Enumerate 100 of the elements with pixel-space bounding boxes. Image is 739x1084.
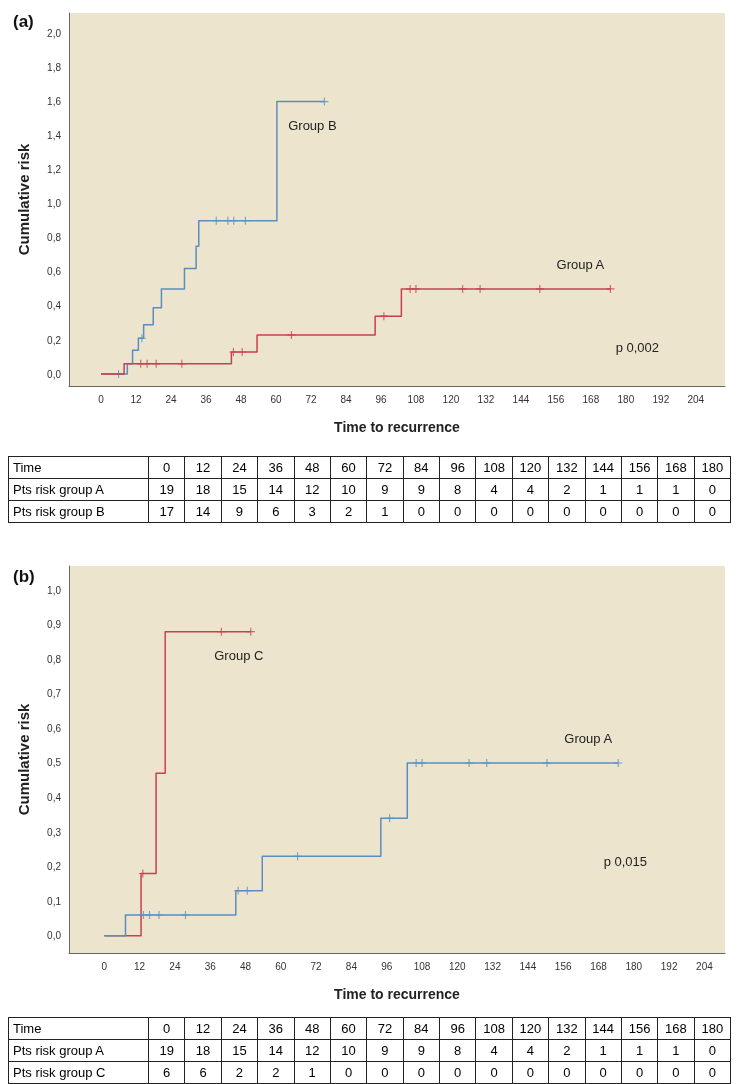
annotation: p 0,015 bbox=[603, 854, 647, 869]
x-tick-label: 24 bbox=[169, 960, 181, 972]
data-label: 4 bbox=[475, 1039, 513, 1062]
x-tick-label: 132 bbox=[548, 1017, 585, 1040]
data-label: 17 bbox=[148, 500, 185, 523]
x-tick-label: 108 bbox=[407, 393, 425, 405]
x-tick-label: 132 bbox=[548, 456, 585, 479]
y-tick-label: 0,6 bbox=[47, 722, 62, 734]
annotation: p 0,002 bbox=[615, 340, 659, 355]
data-label: 4 bbox=[475, 478, 513, 501]
x-tick-label: 120 bbox=[448, 960, 467, 972]
x-tick-label: 48 bbox=[294, 1017, 331, 1040]
series-label: Group A bbox=[564, 731, 613, 747]
data-label: 12 bbox=[294, 478, 331, 501]
x-tick-label: 156 bbox=[621, 1017, 658, 1040]
x-tick-label: 168 bbox=[590, 960, 608, 972]
y-tick-label: 0,8 bbox=[47, 232, 62, 244]
x-tick-label: 36 bbox=[200, 393, 213, 405]
data-label: 14 bbox=[184, 500, 222, 523]
x-tick-label: 180 bbox=[694, 456, 731, 479]
data-label: 0 bbox=[439, 500, 476, 523]
x-tick-label: 108 bbox=[413, 960, 431, 972]
data-label: 0 bbox=[403, 1061, 440, 1084]
data-label: 0 bbox=[621, 500, 658, 523]
x-tick-label: 36 bbox=[204, 960, 217, 972]
y-tick-label: 2,0 bbox=[47, 27, 62, 39]
x-tick-label: 96 bbox=[375, 393, 387, 405]
x-tick-label: 60 bbox=[275, 960, 287, 972]
data-label: 8 bbox=[439, 1039, 476, 1062]
x-axis-title: Time to recurrence bbox=[334, 986, 461, 1002]
series-label: Group A bbox=[556, 257, 605, 273]
x-tick-label: 72 bbox=[366, 456, 404, 479]
y-axis-title: Cumulative risk bbox=[15, 142, 32, 256]
x-tick-label: 12 bbox=[130, 393, 143, 405]
data-label: 6 bbox=[148, 1061, 185, 1084]
x-axis-title: Time bbox=[8, 1017, 149, 1040]
data-label: 0 bbox=[585, 500, 622, 523]
x-tick-label: 84 bbox=[340, 393, 352, 405]
y-tick-label: 0,2 bbox=[47, 334, 62, 346]
y-tick-label: 1,2 bbox=[47, 164, 62, 176]
data-label: 3 bbox=[294, 500, 331, 523]
data-label: 10 bbox=[330, 1039, 367, 1062]
data-label: 0 bbox=[439, 1061, 476, 1084]
x-tick-label: 180 bbox=[617, 393, 635, 405]
x-tick-label: 144 bbox=[585, 456, 622, 479]
y-tick-label: 0,6 bbox=[47, 266, 62, 278]
x-tick-label: 144 bbox=[512, 393, 530, 405]
x-tick-label: 24 bbox=[221, 456, 258, 479]
data-label: 15 bbox=[221, 1039, 258, 1062]
data-label: 0 bbox=[330, 1061, 367, 1084]
data-label: 14 bbox=[257, 1039, 294, 1062]
x-tick-label: 168 bbox=[657, 1017, 695, 1040]
data-label: 0 bbox=[694, 478, 731, 501]
x-tick-label: 72 bbox=[305, 393, 317, 405]
x-tick-label: 72 bbox=[366, 1017, 404, 1040]
y-tick-label: 0,8 bbox=[47, 653, 62, 665]
chart-title: (b) bbox=[13, 567, 35, 586]
y-tick-label: 1,6 bbox=[47, 96, 62, 108]
y-tick-label: Pts risk group C bbox=[8, 1061, 149, 1084]
y-tick-label: Pts risk group A bbox=[8, 478, 149, 501]
y-tick-label: 1,0 bbox=[47, 584, 62, 596]
x-tick-label: 48 bbox=[235, 393, 248, 405]
x-axis-title: Time bbox=[8, 456, 149, 479]
x-tick-label: 36 bbox=[257, 456, 294, 479]
x-tick-label: 144 bbox=[519, 960, 537, 972]
series-label: Group C bbox=[214, 648, 264, 664]
data-label: 12 bbox=[294, 1039, 331, 1062]
data-label: 9 bbox=[366, 1039, 404, 1062]
data-label: 0 bbox=[694, 1061, 731, 1084]
x-tick-label: 84 bbox=[403, 456, 440, 479]
x-tick-label: 96 bbox=[381, 960, 393, 972]
x-tick-label: 120 bbox=[512, 1017, 549, 1040]
data-label: 2 bbox=[257, 1061, 294, 1084]
data-label: 6 bbox=[257, 500, 294, 523]
y-tick-label: 0,7 bbox=[47, 688, 62, 700]
x-tick-label: 12 bbox=[184, 456, 222, 479]
data-label: 1 bbox=[366, 500, 404, 523]
x-tick-label: 48 bbox=[294, 456, 331, 479]
data-label: 0 bbox=[512, 1061, 549, 1084]
x-tick-label: 108 bbox=[475, 1017, 513, 1040]
data-label: 0 bbox=[548, 500, 585, 523]
data-label: 1 bbox=[621, 1039, 658, 1062]
y-tick-label: Pts risk group A bbox=[8, 1039, 149, 1062]
data-label: 9 bbox=[366, 478, 404, 501]
data-label: 9 bbox=[221, 500, 258, 523]
y-tick-label: 0,3 bbox=[47, 826, 62, 838]
data-label: 1 bbox=[585, 478, 622, 501]
y-tick-label: 0,4 bbox=[47, 792, 62, 804]
y-tick-label: 0,9 bbox=[47, 619, 62, 631]
x-tick-label: 36 bbox=[257, 1017, 294, 1040]
data-label: 0 bbox=[621, 1061, 658, 1084]
data-label: 0 bbox=[366, 1061, 404, 1084]
data-label: 9 bbox=[403, 1039, 440, 1062]
data-label: 2 bbox=[548, 478, 585, 501]
chart-title: (a) bbox=[13, 12, 34, 31]
data-label: 18 bbox=[184, 1039, 222, 1062]
data-label: 0 bbox=[585, 1061, 622, 1084]
x-tick-label: 120 bbox=[512, 456, 549, 479]
data-label: 10 bbox=[330, 478, 367, 501]
data-label: 9 bbox=[403, 478, 440, 501]
